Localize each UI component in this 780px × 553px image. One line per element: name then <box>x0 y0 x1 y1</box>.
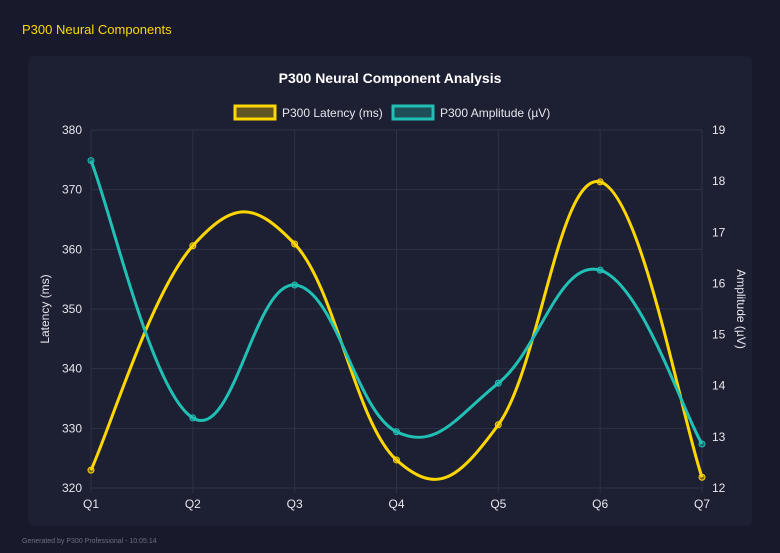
data-point <box>596 178 604 186</box>
footer-text: Generated by P300 Professional - 10:05:1… <box>22 538 157 545</box>
data-point <box>698 473 706 481</box>
y-right-tick-label: 17 <box>712 225 726 239</box>
data-point <box>87 466 95 474</box>
y-left-tick-label: 350 <box>62 302 82 316</box>
data-point <box>698 440 706 448</box>
y-left-axis-label: Latency (ms) <box>38 274 52 343</box>
data-point <box>494 421 502 429</box>
chart-card <box>28 56 752 526</box>
x-tick-label: Q5 <box>490 497 506 511</box>
page-title: P300 Neural Components <box>22 22 172 37</box>
legend-swatch <box>233 104 277 121</box>
legend-label: P300 Amplitude (µV) <box>440 106 550 120</box>
y-right-tick-label: 12 <box>712 481 726 495</box>
x-tick-label: Q3 <box>287 497 303 511</box>
data-point <box>596 266 604 274</box>
data-point <box>189 414 197 422</box>
data-point <box>393 428 400 436</box>
data-point <box>494 379 502 387</box>
y-left-tick-label: 380 <box>62 123 82 137</box>
y-right-tick-label: 18 <box>712 174 726 188</box>
y-left-tick-label: 360 <box>62 242 82 256</box>
x-tick-label: Q7 <box>694 497 710 511</box>
chart-title: P300 Neural Component Analysis <box>279 70 502 86</box>
y-left-tick-label: 320 <box>62 481 82 495</box>
data-point <box>291 240 299 248</box>
y-right-tick-label: 19 <box>712 123 726 137</box>
y-right-tick-label: 13 <box>712 430 726 444</box>
data-point <box>393 456 400 464</box>
x-tick-label: Q6 <box>592 497 608 511</box>
legend-label: P300 Latency (ms) <box>282 106 383 120</box>
y-right-tick-label: 16 <box>712 276 726 290</box>
x-tick-label: Q4 <box>388 497 404 511</box>
data-point <box>87 157 95 165</box>
y-right-tick-label: 15 <box>712 328 726 342</box>
series-line <box>89 180 704 481</box>
x-tick-label: Q1 <box>83 497 99 511</box>
series-line <box>89 160 704 445</box>
y-right-tick-label: 14 <box>712 379 726 393</box>
y-right-axis-label: Amplitude (µV) <box>734 269 748 349</box>
y-left-tick-label: 340 <box>62 362 82 376</box>
y-left-tick-label: 330 <box>62 421 82 435</box>
legend-swatch <box>391 104 435 121</box>
y-left-tick-label: 370 <box>62 183 82 197</box>
x-tick-label: Q2 <box>185 497 201 511</box>
data-point <box>291 281 299 289</box>
data-point <box>189 242 197 250</box>
